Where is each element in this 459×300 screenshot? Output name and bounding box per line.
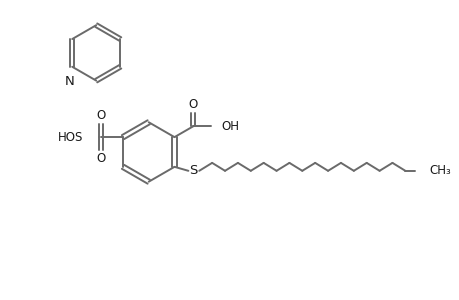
Text: S: S (189, 164, 197, 177)
Text: HOS: HOS (58, 130, 83, 144)
Text: O: O (96, 152, 106, 165)
Text: O: O (96, 109, 106, 122)
Text: OH: OH (221, 120, 239, 133)
Text: O: O (188, 98, 197, 111)
Text: N: N (64, 75, 74, 88)
Text: CH₃: CH₃ (428, 164, 450, 177)
